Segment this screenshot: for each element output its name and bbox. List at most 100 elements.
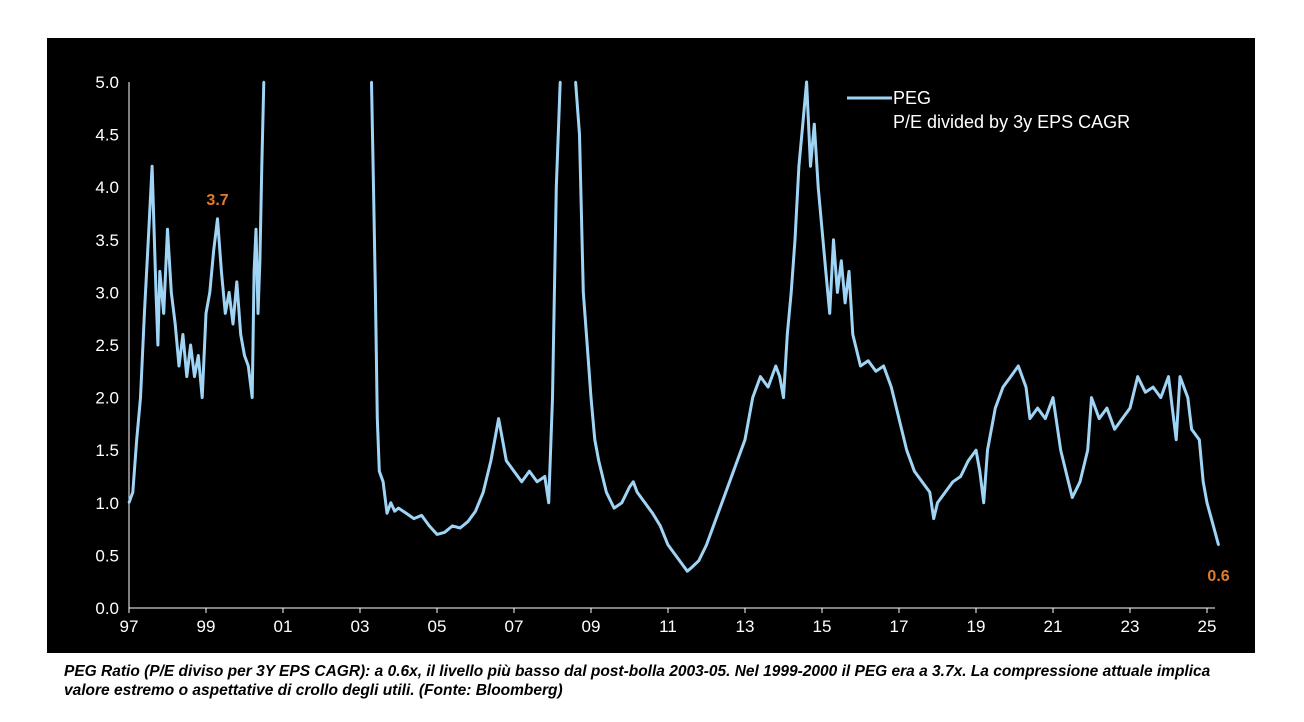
- data-point: [420, 514, 423, 517]
- data-point: [582, 291, 585, 294]
- data-point: [262, 80, 265, 84]
- data-point: [231, 322, 235, 326]
- data-point: [920, 480, 924, 483]
- data-point: [874, 370, 878, 373]
- data-point: [497, 417, 500, 420]
- data-point: [212, 249, 215, 252]
- y-tick-label: 5.0: [95, 73, 119, 92]
- data-point: [458, 526, 462, 530]
- data-point: [1202, 480, 1205, 483]
- data-point: [1071, 496, 1074, 499]
- data-point: [847, 270, 851, 273]
- data-point: [1067, 480, 1070, 483]
- data-point: [378, 470, 381, 473]
- data-point: [216, 217, 219, 220]
- data-point: [1151, 385, 1155, 389]
- data-point: [786, 333, 789, 336]
- data-point: [793, 238, 797, 241]
- data-point: [224, 312, 227, 315]
- data-point: [593, 438, 596, 441]
- data-point: [393, 510, 396, 513]
- data-point: [686, 570, 689, 573]
- data-point: [1136, 375, 1139, 378]
- data-point: [982, 501, 985, 504]
- data-point: [994, 406, 997, 410]
- x-tick-label: 07: [505, 617, 524, 636]
- annotation-label: 0.6: [1207, 568, 1229, 585]
- x-tick-label: 01: [274, 617, 293, 636]
- data-point: [890, 385, 893, 389]
- data-point: [597, 459, 600, 462]
- data-point: [239, 333, 242, 336]
- data-point: [697, 559, 700, 562]
- data-point: [189, 343, 192, 347]
- data-point: [986, 449, 989, 452]
- data-point: [451, 524, 454, 528]
- data-point: [197, 354, 200, 357]
- legend-series-name: PEG: [893, 88, 931, 108]
- series-line-peg: [127, 80, 1220, 573]
- data-point: [489, 459, 493, 462]
- data-point: [412, 517, 416, 520]
- data-point: [158, 270, 161, 273]
- data-point: [682, 564, 685, 568]
- x-tick-label: 19: [967, 617, 986, 636]
- data-point: [204, 312, 208, 315]
- data-point: [156, 343, 160, 347]
- data-point: [817, 186, 820, 189]
- data-point: [474, 510, 477, 513]
- y-axis-ticks: 0.0 0.5 1.0 1.5 2.0 2.5 3.0 3.5 4.0 4.5 5.0: [95, 73, 119, 618]
- data-point: [1178, 375, 1182, 378]
- data-point: [466, 520, 469, 523]
- data-point: [586, 343, 589, 347]
- x-tick-label: 17: [890, 617, 909, 636]
- data-point: [443, 531, 446, 534]
- data-point: [951, 480, 955, 483]
- data-point: [1044, 417, 1047, 420]
- data-point: [820, 228, 824, 231]
- data-point: [135, 438, 138, 441]
- data-point: [227, 291, 231, 294]
- x-tick-label: 09: [582, 617, 601, 636]
- data-point: [1186, 396, 1190, 399]
- data-point: [766, 385, 770, 389]
- data-point: [1078, 480, 1082, 483]
- data-point: [201, 396, 204, 399]
- data-point: [170, 291, 173, 294]
- data-point: [944, 491, 947, 494]
- data-point: [589, 396, 593, 399]
- data-point: [1036, 406, 1039, 410]
- data-point: [620, 501, 623, 504]
- data-point: [636, 491, 639, 494]
- y-tick-label: 2.5: [95, 336, 119, 355]
- data-point: [193, 375, 196, 378]
- y-tick-label: 4.5: [95, 126, 119, 145]
- x-tick-label: 99: [197, 617, 216, 636]
- data-point: [628, 485, 631, 489]
- data-point: [897, 417, 901, 420]
- data-point: [220, 270, 223, 273]
- data-point: [1017, 364, 1020, 368]
- data-point: [185, 375, 188, 378]
- data-point: [659, 524, 662, 528]
- data-point: [743, 438, 747, 441]
- data-point: [428, 524, 431, 528]
- data-point: [1144, 391, 1147, 394]
- data-point: [131, 491, 134, 494]
- data-point: [840, 259, 843, 262]
- data-point: [543, 475, 546, 478]
- data-point: [843, 301, 847, 305]
- data-point: [251, 396, 254, 399]
- x-tick-label: 23: [1121, 617, 1140, 636]
- data-point: [127, 501, 131, 504]
- data-point: [928, 491, 931, 494]
- y-tick-label: 0.0: [95, 599, 119, 618]
- data-point: [1121, 417, 1124, 420]
- data-point: [1167, 375, 1170, 378]
- data-point: [166, 228, 169, 231]
- data-point: [1217, 543, 1220, 547]
- data-point: [828, 312, 831, 315]
- data-point: [177, 364, 181, 368]
- data-point: [790, 291, 793, 294]
- data-point: [666, 543, 670, 547]
